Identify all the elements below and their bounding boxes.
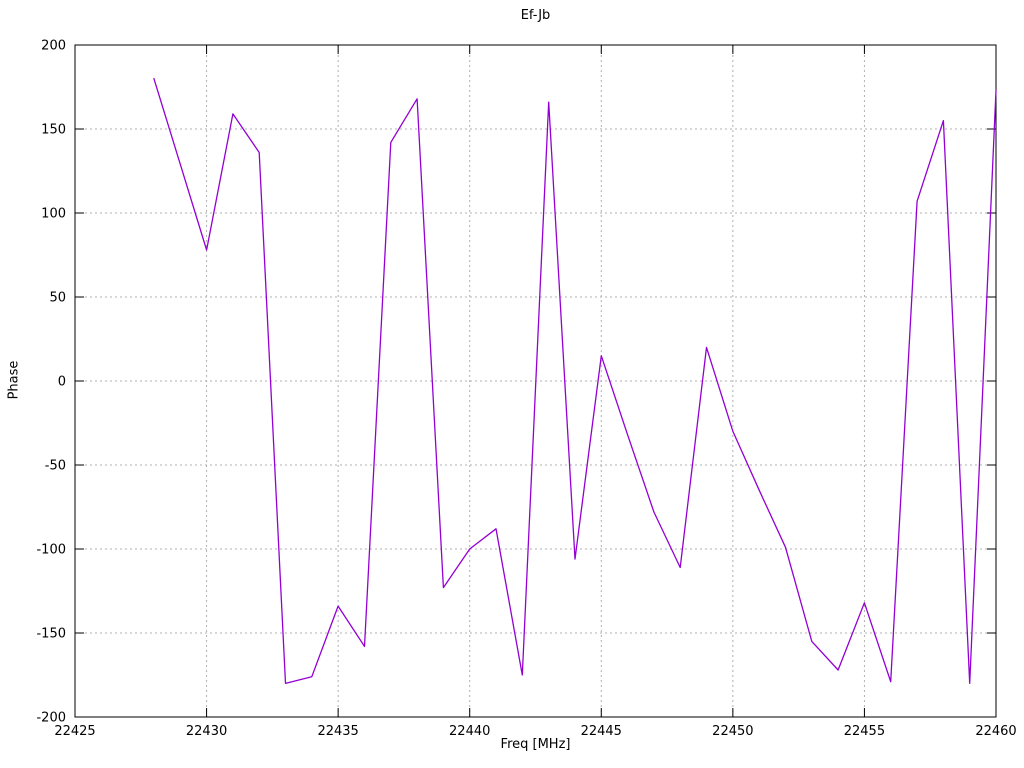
x-tick-label: 22455: [844, 724, 885, 739]
y-tick-label: -50: [45, 459, 66, 474]
x-tick-label: 22430: [186, 724, 227, 739]
y-tick-label: -200: [36, 711, 66, 726]
y-tick-label: 150: [41, 123, 66, 138]
x-axis-label: Freq [MHz]: [500, 737, 571, 752]
y-tick-label: -100: [36, 543, 66, 558]
x-tick-label: 22435: [317, 724, 358, 739]
y-tick-label: 100: [41, 207, 66, 222]
x-tick-label: 22450: [712, 724, 753, 739]
chart-title: Ef-Jb: [520, 8, 551, 23]
x-tick-label: 22440: [449, 724, 490, 739]
y-tick-label: 0: [58, 375, 66, 390]
x-tick-label: 22445: [581, 724, 622, 739]
plot-border: [74, 44, 997, 718]
y-tick-label: 200: [41, 39, 66, 54]
x-tick-label: 22425: [54, 724, 95, 739]
y-tick-label: -150: [36, 627, 66, 642]
series-line: [153, 77, 997, 685]
x-tick-label: 22460: [975, 724, 1016, 739]
y-tick-label: 50: [49, 291, 66, 306]
